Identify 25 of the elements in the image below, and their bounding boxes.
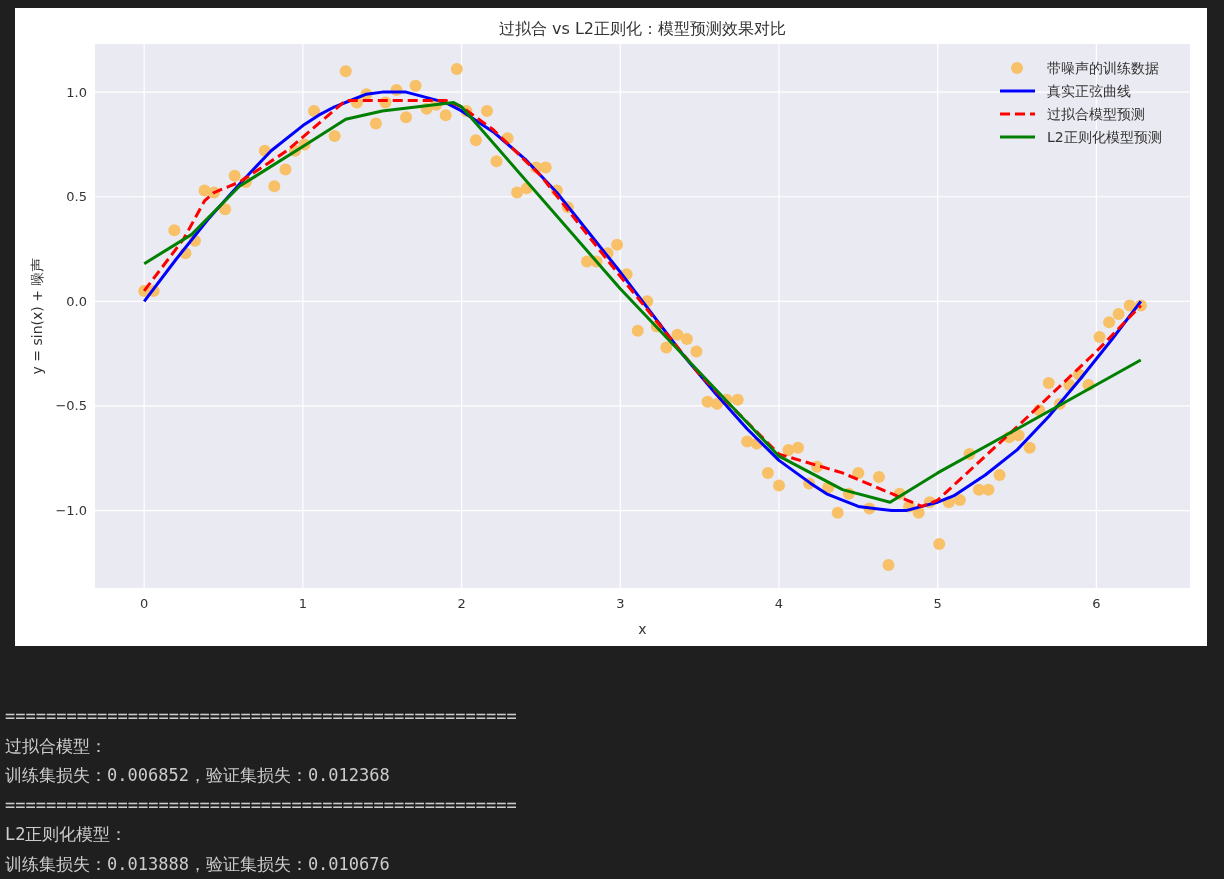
x-tick-label: 6: [1092, 596, 1101, 611]
legend-label: 带噪声的训练数据: [1047, 60, 1159, 76]
y-tick-label: −1.0: [55, 503, 87, 519]
x-tick-label: 2: [457, 596, 466, 611]
chart-title: 过拟合 vs L2正则化：模型预测效果对比: [498, 19, 787, 38]
legend-label: 过拟合模型预测: [1047, 106, 1145, 122]
text: ==================================================: [5, 794, 517, 815]
x-tick-label: 0: [140, 596, 149, 611]
legend-label: L2正则化模型预测: [1047, 129, 1162, 145]
legend-label: 真实正弦曲线: [1047, 83, 1131, 99]
x-tick-label: 3: [616, 596, 625, 611]
y-tick-label: 1.0: [66, 84, 87, 100]
text: 过拟合模型：: [5, 735, 107, 756]
x-tick-label: 5: [933, 596, 942, 611]
text: 训练集损失：0.006852，验证集损失：0.012368: [5, 765, 390, 785]
y-tick-label: 0.5: [66, 189, 87, 205]
text: L2正则化模型：: [5, 824, 128, 844]
text: ==================================================: [5, 706, 517, 726]
text: 训练集损失：0.013888，验证集损失：0.010676: [5, 853, 390, 874]
x-tick-label: 4: [774, 596, 784, 611]
y-axis-title: y = sin(x) + 噪声: [29, 257, 45, 375]
x-tick-label: 1: [298, 596, 308, 611]
y-tick-label: 0.0: [66, 293, 87, 309]
y-tick-label: −0.5: [55, 398, 87, 414]
x-axis-title: x: [638, 621, 647, 637]
